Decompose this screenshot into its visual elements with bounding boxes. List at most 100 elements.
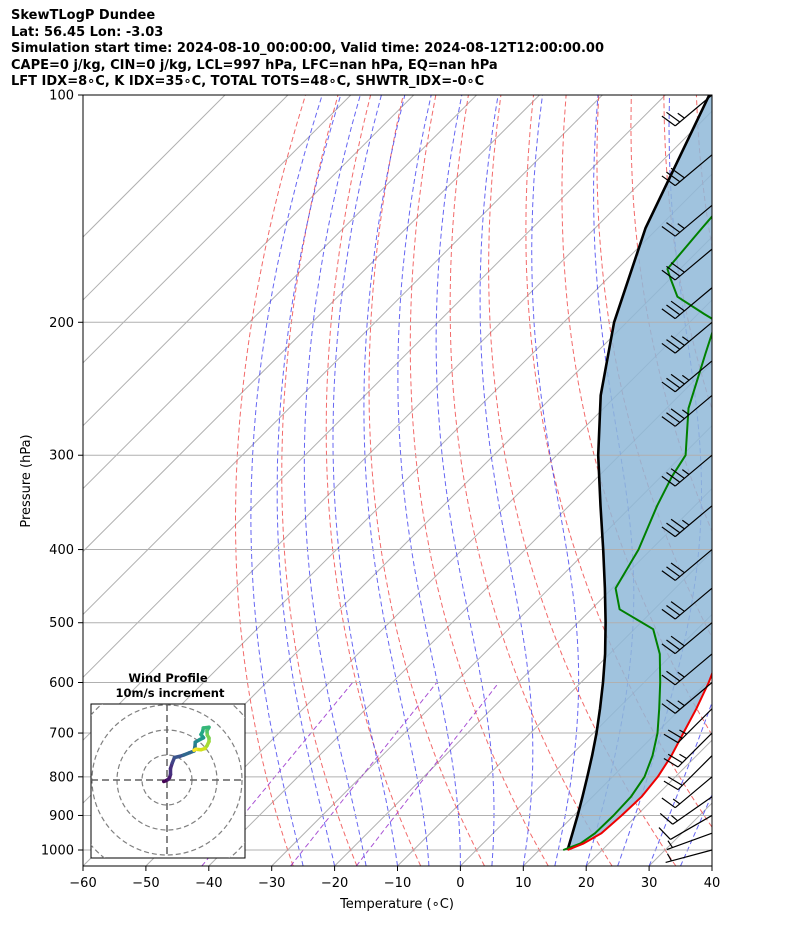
barb-full bbox=[667, 753, 683, 764]
barb-half bbox=[681, 336, 690, 343]
barb-full bbox=[661, 381, 676, 393]
barb-staff bbox=[677, 732, 713, 768]
barb-half bbox=[677, 671, 685, 678]
chart-header: SkewTLogP Dundee Lat: 56.45 Lon: -3.03 S… bbox=[11, 8, 604, 91]
x-tick-label: −50 bbox=[132, 876, 159, 891]
barb-staff bbox=[674, 622, 713, 655]
barb-half bbox=[681, 519, 690, 526]
y-tick-label: 1000 bbox=[41, 844, 74, 859]
x-axis-label: Temperature (∘C) bbox=[339, 897, 454, 912]
y-tick-label: 400 bbox=[49, 543, 74, 558]
barb-half bbox=[681, 374, 690, 381]
barb-full bbox=[667, 729, 683, 739]
x-tick-label: −30 bbox=[258, 876, 285, 891]
wind-barb bbox=[661, 622, 713, 655]
barb-half bbox=[679, 729, 687, 735]
barb-full bbox=[661, 115, 676, 127]
barb-full bbox=[666, 472, 681, 483]
barb-full bbox=[661, 269, 676, 281]
y-tick-label: 500 bbox=[49, 616, 74, 631]
barb-full bbox=[661, 643, 676, 655]
mixing-ratio-line bbox=[290, 682, 438, 866]
barb-staff bbox=[674, 360, 713, 393]
barb-half bbox=[679, 753, 687, 760]
shaded-region bbox=[567, 95, 712, 850]
moist-adiabat bbox=[435, 95, 495, 866]
dry-adiabat bbox=[729, 95, 794, 866]
barb-full bbox=[663, 780, 679, 791]
barb-full bbox=[661, 175, 676, 187]
dry-adiabat bbox=[235, 95, 306, 866]
title-location: Lat: 56.45 Lon: -3.03 bbox=[11, 24, 164, 40]
isotherm-line bbox=[83, 95, 603, 616]
title-cape-indices: CAPE=0 j/kg, CIN=0 j/kg, LCL=997 hPa, LF… bbox=[11, 57, 498, 73]
profile-lines bbox=[562, 95, 712, 851]
barb-half bbox=[666, 853, 672, 862]
barb-full bbox=[666, 566, 681, 578]
wind-barb bbox=[659, 796, 713, 825]
moist-adiabat bbox=[303, 95, 367, 866]
barb-staff bbox=[674, 154, 713, 187]
barb-staff bbox=[670, 814, 713, 840]
barb-full bbox=[670, 408, 685, 420]
wind-barb bbox=[661, 204, 713, 237]
barb-full bbox=[670, 167, 685, 179]
barb-full bbox=[666, 222, 681, 233]
barb-half bbox=[667, 840, 674, 848]
cin-shaded-area bbox=[567, 95, 712, 850]
barb-full bbox=[666, 670, 681, 682]
barb-full bbox=[670, 373, 685, 385]
isotherm-line bbox=[145, 299, 712, 866]
title-times: Simulation start time: 2024-08-10_00:00:… bbox=[11, 41, 604, 56]
barb-full bbox=[663, 757, 679, 768]
x-tick-label: 40 bbox=[704, 876, 721, 891]
isotherm-line bbox=[334, 487, 712, 866]
dewpoint-line bbox=[562, 215, 712, 851]
moist-adiabat bbox=[711, 864, 712, 866]
wind-barb bbox=[661, 154, 713, 187]
barb-full bbox=[670, 300, 685, 312]
mixing-ratio-line bbox=[201, 682, 353, 866]
x-tick-label: −40 bbox=[195, 876, 222, 891]
hodograph-segment bbox=[192, 747, 198, 752]
temperature-line bbox=[567, 671, 712, 851]
moist-adiabat bbox=[680, 793, 712, 866]
y-tick-label: 100 bbox=[49, 89, 74, 104]
wind-barb bbox=[663, 755, 713, 791]
hodograph-plot bbox=[91, 704, 245, 858]
barb-full bbox=[666, 605, 681, 616]
barb-staff bbox=[674, 653, 713, 686]
dry-adiabat bbox=[409, 95, 549, 866]
x-tick-label: 10 bbox=[515, 876, 532, 891]
moist-adiabat bbox=[397, 95, 461, 866]
parcel-profile-line bbox=[566, 95, 711, 851]
barb-full bbox=[661, 416, 676, 427]
barb-full bbox=[659, 812, 674, 825]
barb-staff bbox=[666, 832, 713, 851]
barb-half bbox=[672, 798, 681, 805]
barb-staff bbox=[674, 776, 713, 809]
isotherm-line bbox=[83, 95, 352, 364]
moist-adiabat bbox=[479, 95, 534, 866]
barb-full bbox=[658, 827, 671, 840]
title-station: SkewTLogP Dundee bbox=[11, 8, 156, 23]
barb-full bbox=[661, 674, 676, 686]
wind-barb bbox=[663, 732, 713, 768]
isotherm-line bbox=[83, 95, 666, 679]
isotherm-line bbox=[83, 95, 289, 301]
barb-full bbox=[666, 412, 681, 423]
barb-full bbox=[666, 522, 681, 534]
x-tick-label: −10 bbox=[384, 876, 411, 891]
barb-half bbox=[681, 469, 690, 475]
barb-full bbox=[670, 468, 685, 479]
barb-half bbox=[681, 409, 690, 416]
isotherm-line bbox=[775, 95, 794, 866]
isotherm-line bbox=[460, 613, 712, 866]
wind-barb bbox=[661, 454, 713, 487]
dry-adiabat bbox=[449, 95, 613, 866]
barb-full bbox=[661, 308, 676, 320]
moist-adiabat bbox=[648, 701, 712, 866]
barb-staff bbox=[674, 287, 713, 320]
mixing-ratio-lines bbox=[201, 682, 500, 866]
